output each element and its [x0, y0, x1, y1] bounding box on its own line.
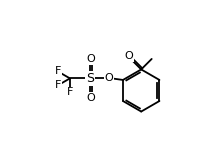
Text: S: S: [86, 72, 94, 85]
Text: F: F: [67, 87, 73, 98]
Text: F: F: [55, 80, 61, 90]
Text: O: O: [125, 51, 133, 61]
Text: O: O: [104, 73, 113, 83]
Text: F: F: [55, 66, 61, 76]
Text: O: O: [87, 93, 95, 103]
Text: O: O: [87, 54, 95, 64]
